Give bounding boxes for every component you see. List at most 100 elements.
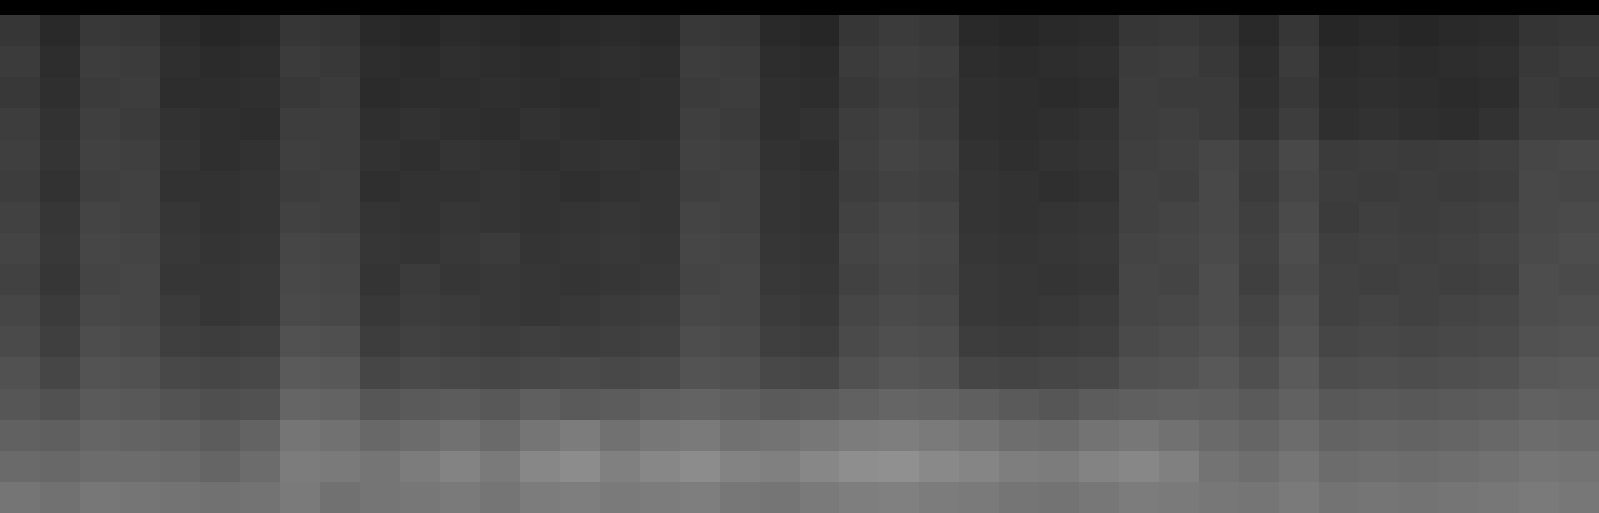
heatmap-cell: [680, 482, 720, 513]
heatmap-cell: [1159, 420, 1199, 452]
heatmap-cell: [240, 140, 280, 172]
heatmap-cell: [1119, 264, 1159, 296]
heatmap-cell: [1359, 108, 1399, 140]
heatmap-cell: [320, 482, 360, 513]
heatmap-cell: [1239, 451, 1279, 483]
heatmap-cell: [839, 233, 879, 265]
heatmap-cell: [1399, 77, 1439, 109]
heatmap-cell: [1279, 171, 1319, 203]
heatmap-cell: [40, 451, 80, 483]
heatmap-cell: [1119, 202, 1159, 234]
heatmap-cell: [1159, 326, 1199, 358]
heatmap-cell: [1399, 202, 1439, 234]
heatmap-cell: [1119, 451, 1159, 483]
heatmap-cell: [760, 326, 800, 358]
heatmap-cell: [200, 295, 240, 327]
heatmap-cell: [1559, 326, 1599, 358]
heatmap-cell: [560, 108, 600, 140]
heatmap-cell: [1559, 202, 1599, 234]
heatmap-cell: [1039, 389, 1079, 421]
heatmap-cell: [1279, 15, 1319, 47]
heatmap-cell: [999, 451, 1039, 483]
heatmap-cell: [560, 77, 600, 109]
heatmap-cell: [839, 357, 879, 389]
heatmap-cell: [760, 46, 800, 78]
heatmap-cell: [600, 482, 640, 513]
heatmap-cell: [1399, 171, 1439, 203]
heatmap-cell: [839, 295, 879, 327]
heatmap-cell: [839, 15, 879, 47]
heatmap-cell: [200, 326, 240, 358]
heatmap-cell: [720, 202, 760, 234]
heatmap-cell: [1399, 482, 1439, 513]
heatmap-cell: [1359, 140, 1399, 172]
heatmap-cell: [1439, 389, 1479, 421]
heatmap-cell: [1239, 140, 1279, 172]
heatmap-cell: [160, 295, 200, 327]
heatmap-cell: [1439, 451, 1479, 483]
heatmap-cell: [760, 389, 800, 421]
heatmap-cell: [879, 326, 919, 358]
heatmap-cell: [1079, 389, 1119, 421]
heatmap-cell: [1079, 451, 1119, 483]
heatmap-cell: [0, 420, 40, 452]
heatmap-cell: [800, 15, 840, 47]
heatmap-cell: [320, 202, 360, 234]
heatmap-cell: [999, 326, 1039, 358]
heatmap-cell: [959, 140, 999, 172]
heatmap-cell: [1039, 264, 1079, 296]
heatmap-cell: [1239, 171, 1279, 203]
heatmap-cell: [160, 264, 200, 296]
heatmap-cell: [680, 233, 720, 265]
heatmap-cell: [1359, 295, 1399, 327]
heatmap-cell: [1039, 357, 1079, 389]
heatmap-cell: [1519, 482, 1559, 513]
heatmap-cell: [919, 451, 959, 483]
heatmap-cell: [640, 46, 680, 78]
heatmap-cell: [1399, 451, 1439, 483]
heatmap-cell: [80, 15, 120, 47]
heatmap-cell: [1159, 357, 1199, 389]
heatmap-cell: [360, 140, 400, 172]
heatmap-cell: [1119, 46, 1159, 78]
heatmap-cell: [520, 15, 560, 47]
heatmap-cell: [919, 171, 959, 203]
heatmap-cell: [240, 15, 280, 47]
heatmap-cell: [480, 295, 520, 327]
heatmap-cell: [1279, 77, 1319, 109]
heatmap-cell: [760, 140, 800, 172]
heatmap-cell: [40, 46, 80, 78]
heatmap-cell: [640, 264, 680, 296]
heatmap-cell: [959, 389, 999, 421]
heatmap-cell: [1359, 264, 1399, 296]
heatmap-cell: [1479, 77, 1519, 109]
heatmap-cell: [200, 420, 240, 452]
heatmap-cell: [400, 233, 440, 265]
heatmap-cell: [1519, 451, 1559, 483]
heatmap-cell: [1359, 326, 1399, 358]
heatmap-cell: [879, 451, 919, 483]
heatmap-cell: [280, 357, 320, 389]
heatmap-cell: [1079, 108, 1119, 140]
heatmap-cell: [919, 420, 959, 452]
heatmap-cell: [839, 264, 879, 296]
heatmap-cell: [120, 482, 160, 513]
heatmap-cell: [120, 326, 160, 358]
heatmap-cell: [1279, 451, 1319, 483]
heatmap-cell: [200, 171, 240, 203]
heatmap-cell: [1119, 482, 1159, 513]
heatmap-cell: [600, 108, 640, 140]
heatmap-cell: [1559, 420, 1599, 452]
heatmap-cell: [839, 140, 879, 172]
heatmap-cell: [1439, 77, 1479, 109]
heatmap-cell: [120, 389, 160, 421]
heatmap-cell: [160, 326, 200, 358]
heatmap-cell: [1159, 295, 1199, 327]
heatmap-cell: [400, 15, 440, 47]
heatmap-cell: [80, 77, 120, 109]
heatmap-cell: [1319, 451, 1359, 483]
heatmap-cell: [40, 77, 80, 109]
heatmap-cell: [959, 482, 999, 513]
heatmap-cell: [160, 482, 200, 513]
heatmap-cell: [1359, 389, 1399, 421]
